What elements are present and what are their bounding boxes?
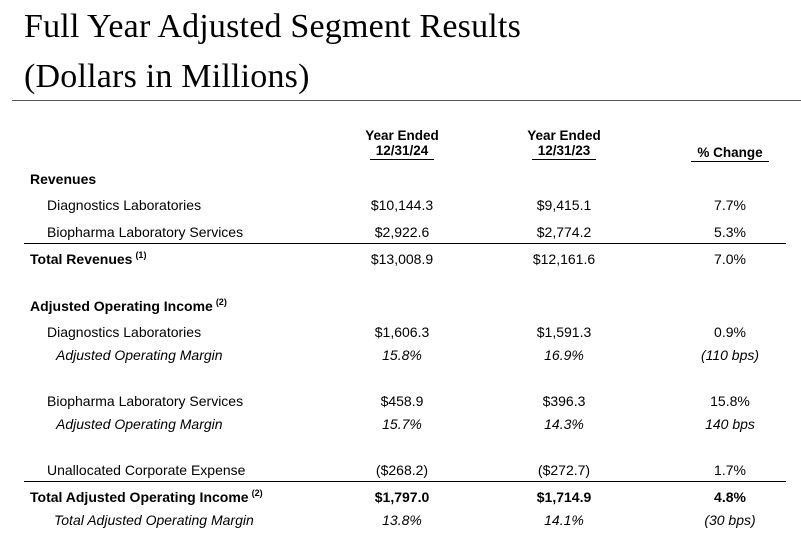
cell-diag-aoi-2024: $1,606.3 [374, 324, 430, 340]
footnote-marker: (2) [251, 488, 263, 498]
cell-bio-margin-change: 140 bps [705, 416, 755, 432]
cell-bio-margin-2023: 14.3% [544, 416, 584, 432]
cell-diag-revenue-2023: $9,415.1 [536, 197, 592, 213]
row-label-diag-margin: Adjusted Operating Margin [56, 347, 223, 363]
row-label-total-margin: Total Adjusted Operating Margin [54, 512, 254, 528]
footnote-marker: (1) [135, 250, 147, 260]
cell-diag-margin-2023: 16.9% [544, 347, 584, 363]
column-header-2023: Year Ended 12/31/23 [514, 128, 614, 160]
section-revenues: Revenues [30, 171, 97, 187]
row-label-bio-revenue: Biopharma Laboratory Services [47, 224, 244, 240]
column-header-change-label: % Change [691, 145, 769, 162]
row-label-corp-expense: Unallocated Corporate Expense [47, 462, 246, 478]
column-header-2023-line2: 12/31/23 [531, 143, 597, 160]
cell-bio-aoi-change: 15.8% [710, 393, 750, 409]
cell-diag-aoi-2023: $1,591.3 [536, 324, 592, 340]
cell-bio-revenue-2024: $2,922.6 [374, 224, 430, 240]
cell-diag-aoi-change: 0.9% [714, 324, 746, 340]
cell-total-margin-change: (30 bps) [704, 512, 756, 528]
column-header-2024: Year Ended 12/31/24 [352, 128, 452, 160]
cell-total-margin-2023: 14.1% [544, 512, 584, 528]
total-revenue-label-text: Total Revenues [30, 251, 133, 267]
cell-diag-margin-2024: 15.8% [382, 347, 422, 363]
cell-total-revenue-change: 7.0% [714, 251, 746, 267]
column-header-2024-line1: Year Ended [365, 128, 439, 143]
title-divider [12, 100, 801, 101]
row-label-diag-revenue: Diagnostics Laboratories [47, 197, 202, 213]
column-header-change: % Change [680, 145, 780, 162]
row-label-bio-aoi: Biopharma Laboratory Services [47, 393, 244, 409]
section-adj-op-income-text: Adjusted Operating Income [30, 298, 213, 314]
section-adj-op-income: Adjusted Operating Income (2) [30, 297, 227, 316]
page-title: Full Year Adjusted Segment Results [24, 8, 521, 45]
cell-corp-expense-2023: ($272.7) [537, 462, 591, 478]
cell-bio-margin-2024: 15.7% [382, 416, 422, 432]
column-header-2024-line2: 12/31/24 [369, 143, 435, 160]
row-label-bio-margin: Adjusted Operating Margin [56, 416, 223, 432]
row-divider [24, 481, 786, 482]
cell-corp-expense-change: 1.7% [714, 462, 746, 478]
cell-total-aoi-2024: $1,797.0 [374, 489, 430, 505]
row-label-total-aoi: Total Adjusted Operating Income (2) [30, 488, 263, 507]
row-label-diag-aoi: Diagnostics Laboratories [47, 324, 202, 340]
page-subtitle: (Dollars in Millions) [24, 58, 310, 95]
cell-diag-revenue-change: 7.7% [714, 197, 746, 213]
cell-bio-revenue-2023: $2,774.2 [536, 224, 592, 240]
row-label-total-revenue: Total Revenues (1) [30, 250, 147, 269]
cell-bio-aoi-2024: $458.9 [380, 393, 424, 409]
cell-bio-revenue-change: 5.3% [714, 224, 746, 240]
cell-total-aoi-2023: $1,714.9 [536, 489, 592, 505]
total-aoi-label-text: Total Adjusted Operating Income [30, 489, 249, 505]
footnote-marker: (2) [215, 297, 227, 307]
cell-corp-expense-2024: ($268.2) [375, 462, 429, 478]
column-header-2023-line1: Year Ended [527, 128, 601, 143]
row-divider [24, 243, 786, 244]
cell-total-margin-2024: 13.8% [382, 512, 422, 528]
cell-diag-revenue-2024: $10,144.3 [370, 197, 434, 213]
cell-bio-aoi-2023: $396.3 [542, 393, 586, 409]
cell-total-revenue-2024: $13,008.9 [370, 251, 434, 267]
cell-total-aoi-change: 4.8% [714, 489, 746, 505]
cell-diag-margin-change: (110 bps) [700, 347, 760, 363]
cell-total-revenue-2023: $12,161.6 [532, 251, 596, 267]
